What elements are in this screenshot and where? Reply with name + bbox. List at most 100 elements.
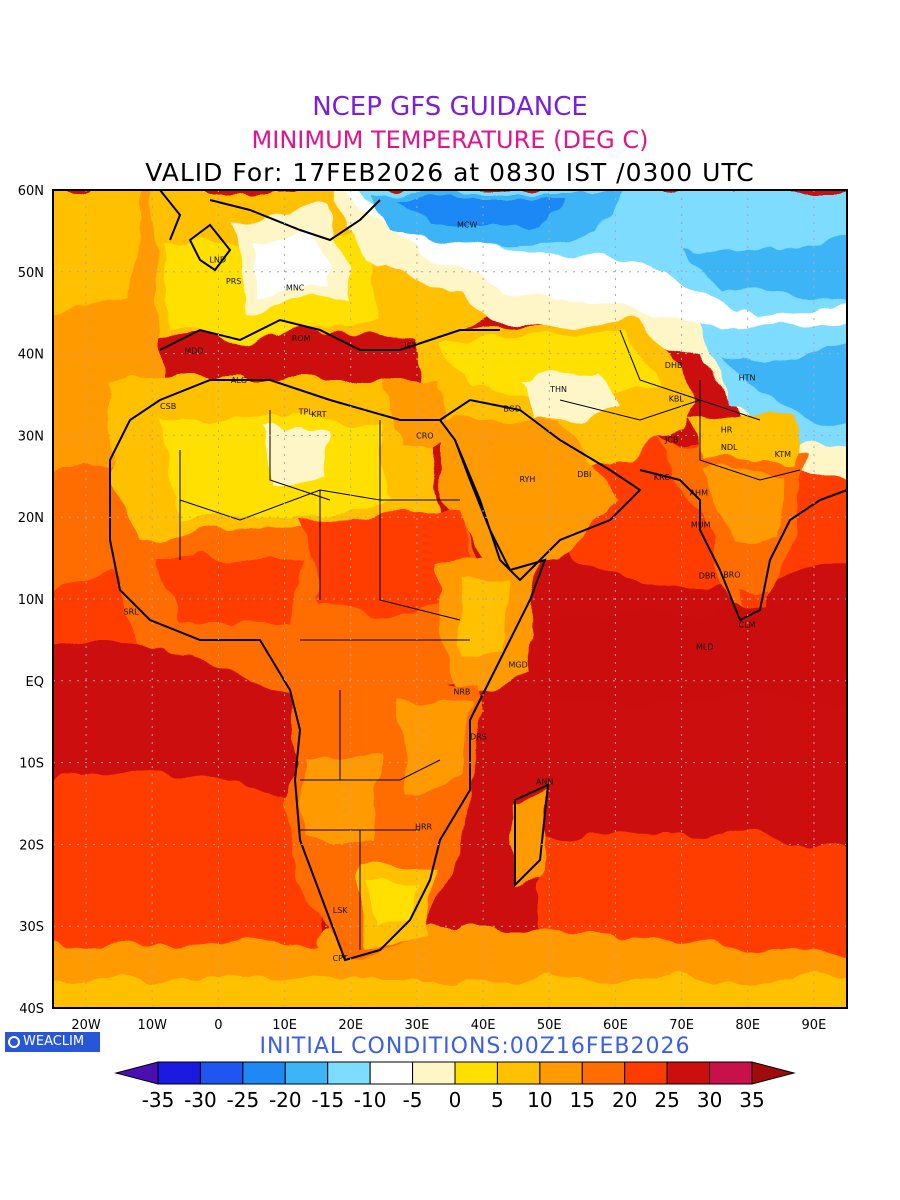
initial-conditions: INITIAL CONDITIONS:00Z16FEB2026 bbox=[259, 1034, 691, 1059]
lat-label: 10S bbox=[19, 757, 44, 772]
colorbar-label: 30 bbox=[697, 1088, 722, 1112]
colorbar-low-triangle bbox=[114, 1061, 159, 1085]
city-label: CRO bbox=[416, 431, 433, 440]
colorbar-label: -25 bbox=[227, 1088, 260, 1112]
city-label: KTM bbox=[775, 450, 792, 459]
colorbar-label: 5 bbox=[491, 1088, 504, 1112]
city-label: DHB bbox=[665, 361, 683, 370]
lat-label: EQ bbox=[26, 675, 44, 690]
lon-label: 70E bbox=[669, 1018, 694, 1033]
colorbar-box bbox=[666, 1061, 711, 1085]
city-label: AHM bbox=[690, 489, 708, 498]
city-label: HR bbox=[721, 426, 733, 435]
city-label: ANN bbox=[536, 777, 553, 786]
lon-label: 40E bbox=[471, 1018, 496, 1033]
logo-ring-icon bbox=[8, 1036, 20, 1048]
city-label: BGD bbox=[503, 404, 521, 413]
colorbar: -35 -30 -25 -20 -15 -10 -5 0 5 10 15 20 25 30 35 bbox=[114, 1061, 796, 1112]
lon-label: 10E bbox=[272, 1018, 297, 1033]
colorbar-label: -5 bbox=[403, 1088, 423, 1112]
colorbar-label: 35 bbox=[739, 1088, 764, 1112]
latitude-labels: 60N 50N 40N 30N 20N 10N EQ 10S 20S 30S 40S bbox=[18, 184, 44, 1017]
city-label: CSB bbox=[160, 402, 176, 411]
colorbar-label: 20 bbox=[612, 1088, 637, 1112]
colorbar-box bbox=[284, 1061, 329, 1085]
city-label: RYH bbox=[519, 475, 535, 484]
city-label: MUM bbox=[691, 521, 711, 530]
lon-label: 90E bbox=[802, 1018, 827, 1033]
colorbar-box bbox=[624, 1061, 668, 1085]
colorbar-label: -20 bbox=[269, 1088, 302, 1112]
lat-label: 10N bbox=[18, 593, 44, 608]
colorbar-label: 0 bbox=[449, 1088, 462, 1112]
city-label: SRL bbox=[124, 607, 140, 616]
colorbar-label: 25 bbox=[654, 1088, 679, 1112]
city-label: ROM bbox=[292, 334, 311, 343]
city-label: DBR bbox=[699, 571, 717, 580]
colorbar-label: 10 bbox=[527, 1088, 552, 1112]
city-label: MCW bbox=[457, 220, 477, 229]
lat-label: 40S bbox=[19, 1002, 44, 1017]
lat-label: 40N bbox=[18, 348, 44, 363]
colorbar-label: -30 bbox=[184, 1088, 217, 1112]
lat-label: 20S bbox=[19, 838, 44, 853]
colorbar-box bbox=[581, 1061, 626, 1085]
city-label: THN bbox=[549, 385, 567, 394]
lon-label: 50E bbox=[537, 1018, 562, 1033]
colorbar-label: 15 bbox=[570, 1088, 595, 1112]
city-label: JCB bbox=[664, 435, 678, 444]
lon-label: 10W bbox=[138, 1018, 168, 1033]
lat-label: 30S bbox=[19, 920, 44, 935]
city-label: MDD bbox=[184, 346, 203, 355]
lat-label: 30N bbox=[18, 429, 44, 444]
city-label: CLM bbox=[739, 620, 756, 629]
colorbar-box bbox=[199, 1061, 244, 1085]
city-label: LND bbox=[209, 256, 226, 265]
lon-label: 60E bbox=[603, 1018, 628, 1033]
city-label: CPT bbox=[333, 954, 348, 963]
colorbar-box bbox=[539, 1061, 583, 1085]
lon-label: 20E bbox=[338, 1018, 363, 1033]
city-label: MGD bbox=[509, 660, 528, 669]
lon-label: 80E bbox=[735, 1018, 760, 1033]
country-borders bbox=[179, 329, 801, 950]
city-label: TPL bbox=[298, 408, 314, 417]
colorbar-box bbox=[327, 1061, 371, 1085]
colorbar-label: -15 bbox=[311, 1088, 344, 1112]
city-label: NRB bbox=[453, 687, 470, 696]
colorbar-box bbox=[412, 1061, 456, 1085]
lat-label: 50N bbox=[18, 266, 44, 281]
city-label: DRS bbox=[470, 732, 487, 741]
city-label: DBI bbox=[577, 470, 591, 479]
title-model: NCEP GFS GUIDANCE bbox=[312, 92, 588, 122]
city-label: KRC bbox=[654, 473, 670, 482]
weaclim-logo: WEACLIM bbox=[5, 1032, 100, 1052]
city-label: BRO bbox=[723, 570, 740, 579]
city-label: NDL bbox=[721, 443, 738, 452]
colorbar-box bbox=[454, 1061, 498, 1085]
city-label: LSK bbox=[333, 906, 349, 915]
city-label: IST bbox=[404, 341, 416, 350]
longitude-labels: 20W 10W 0 10E 20E 30E 40E 50E 60E 70E 80E 90E bbox=[71, 1018, 826, 1033]
lat-label: 20N bbox=[18, 511, 44, 526]
city-label: KRT bbox=[311, 410, 326, 419]
colorbar-box bbox=[242, 1061, 286, 1085]
title-valid-time: VALID For: 17FEB2026 at 0830 IST /0300 U… bbox=[145, 158, 755, 187]
city-label: ALG bbox=[231, 376, 247, 385]
map-frame bbox=[52, 189, 848, 1009]
city-label: PRS bbox=[226, 277, 241, 286]
colorbar-label: -35 bbox=[142, 1088, 175, 1112]
lon-label: 20W bbox=[71, 1018, 101, 1033]
city-label: HTN bbox=[739, 373, 756, 382]
city-label: HRR bbox=[415, 822, 433, 831]
temperature-field bbox=[53, 190, 847, 1008]
title-variable: MINIMUM TEMPERATURE (DEG C) bbox=[251, 126, 649, 154]
city-label: MNC bbox=[286, 283, 305, 292]
colorbar-label: -10 bbox=[354, 1088, 387, 1112]
colorbar-high-triangle bbox=[751, 1061, 796, 1085]
lon-label: 0 bbox=[214, 1018, 222, 1033]
colorbar-box bbox=[369, 1061, 414, 1085]
lat-label: 60N bbox=[18, 184, 44, 199]
graticule bbox=[53, 190, 847, 1008]
